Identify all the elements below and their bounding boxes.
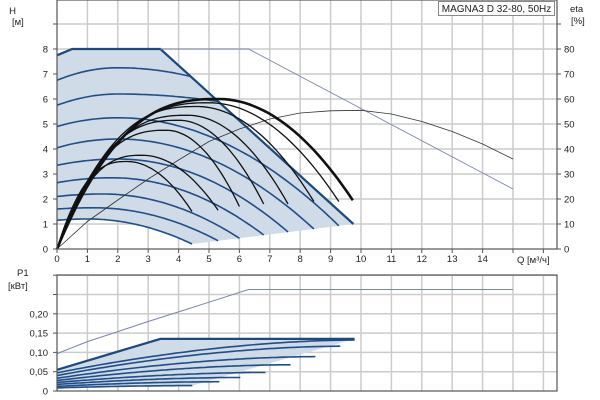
speed-curve xyxy=(56,158,289,233)
power-envelope xyxy=(56,337,355,371)
p1-tick-label: 0 xyxy=(43,387,48,398)
eta-tick-label: 40 xyxy=(564,145,575,156)
curves xyxy=(55,47,514,389)
power-curve xyxy=(56,380,220,388)
power-curve xyxy=(56,345,341,377)
h-tick-label: 1 xyxy=(43,220,48,231)
eta-axis-label: eta xyxy=(570,4,584,15)
h-tick-label: 4 xyxy=(43,145,48,156)
p1-tick-label: 0,20 xyxy=(30,309,49,320)
max-curve-envelope xyxy=(56,47,355,225)
power-curve xyxy=(56,339,355,374)
h-tick-label: 3 xyxy=(43,170,48,181)
q-tick-label: 11 xyxy=(386,254,396,265)
p1-tick-label: 0,10 xyxy=(30,348,49,359)
power-curve xyxy=(56,355,316,380)
q-tick-label: 2 xyxy=(115,254,120,265)
q-tick-label: 3 xyxy=(146,254,151,265)
p1-axis-unit: [кВт] xyxy=(8,281,28,292)
p1-axis-label: P1 xyxy=(17,268,29,279)
h-tick-label: 0 xyxy=(43,245,48,256)
black-curve xyxy=(56,160,193,250)
efficiency-curve xyxy=(56,109,514,250)
eta-tick-label: 30 xyxy=(564,170,575,181)
h-axis-label: H xyxy=(9,6,16,17)
eta-tick-label: 10 xyxy=(564,220,575,231)
q-tick-label: 14 xyxy=(477,254,488,265)
eta-tick-label: 70 xyxy=(564,70,575,81)
eta-tick-label: 50 xyxy=(564,120,575,131)
q-tick-label: 6 xyxy=(237,254,242,265)
q-tick-label: 13 xyxy=(447,254,458,265)
eta-tick-label: 20 xyxy=(564,195,575,206)
q-tick-label: 4 xyxy=(176,254,181,265)
h-tick-label: 6 xyxy=(43,95,48,106)
legend-box: MAGNA3 D 32-80, 50Hz xyxy=(438,1,555,16)
eta-tick-label: 80 xyxy=(564,45,575,56)
q-tick-label: 10 xyxy=(356,254,367,265)
black-curve-bold xyxy=(55,97,354,250)
speed-curve xyxy=(56,117,340,227)
speed-curve xyxy=(56,207,219,242)
power-curve xyxy=(56,363,291,382)
q-tick-label: 9 xyxy=(328,254,333,265)
h-tick-label: 7 xyxy=(43,70,48,81)
max-head-line xyxy=(160,48,514,190)
power-curve xyxy=(56,371,266,384)
eta-tick-label: 60 xyxy=(564,95,575,106)
p1-tick-label: 0,15 xyxy=(30,329,49,340)
q-tick-label: 12 xyxy=(417,254,428,265)
h-tick-label: 5 xyxy=(43,120,48,131)
h-tick-label: 8 xyxy=(43,45,48,56)
axes xyxy=(53,0,561,392)
eta-axis-unit: [%] xyxy=(571,16,585,27)
q-tick-label: 5 xyxy=(206,254,211,265)
h-axis-unit: [м] xyxy=(12,17,24,28)
q-tick-label: 7 xyxy=(267,254,272,265)
speed-curve xyxy=(56,138,315,230)
q-axis-label: Q [м³/ч] xyxy=(517,255,550,266)
q-tick-label: 0 xyxy=(54,254,59,265)
speed-curve xyxy=(56,218,193,245)
speed-curve xyxy=(56,67,191,82)
black-curve xyxy=(56,105,315,250)
speed-curve xyxy=(56,93,219,107)
max-power-line xyxy=(56,289,513,355)
h-tick-label: 2 xyxy=(43,195,48,206)
eta-tick-label: 0 xyxy=(564,245,569,256)
q-tick-label: 1 xyxy=(85,254,90,265)
p1-tick-label: 0,05 xyxy=(30,367,49,378)
q-tick-label: 8 xyxy=(298,254,303,265)
power-curve xyxy=(56,376,241,386)
operating-area-power xyxy=(57,338,355,388)
tick-labels: 0 1 2 3 4 5 6 7 8 9 10 11 12 13 1401234567801020304050… xyxy=(30,45,575,398)
speed-curve xyxy=(56,193,240,239)
power-curve xyxy=(56,384,193,389)
